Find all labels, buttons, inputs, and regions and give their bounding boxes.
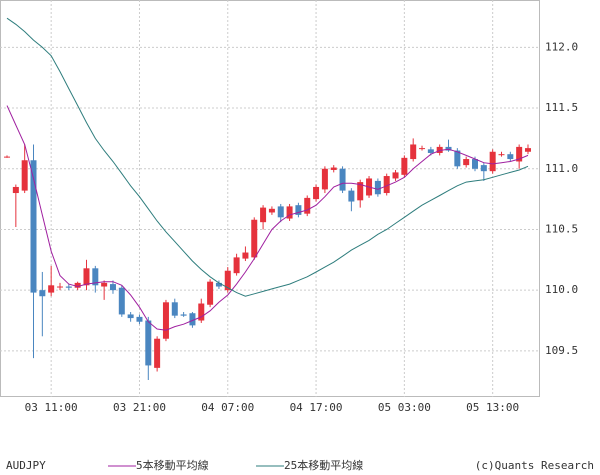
candle-body xyxy=(198,303,205,321)
candle-body xyxy=(524,148,531,152)
candle-body xyxy=(419,148,426,150)
ma-line xyxy=(6,17,529,297)
candle-body xyxy=(12,186,19,194)
candle-body xyxy=(242,252,249,259)
candle-body xyxy=(189,313,196,326)
candle-body xyxy=(127,314,134,319)
candle-body xyxy=(118,287,125,315)
candle-body xyxy=(286,206,293,219)
x-tick-label: 03 11:00 xyxy=(25,401,78,414)
candle-body xyxy=(277,206,284,218)
candle-body xyxy=(136,316,143,322)
candle-body xyxy=(207,281,214,305)
candle-body xyxy=(374,180,381,195)
candle-body xyxy=(48,285,55,293)
plot-frame xyxy=(0,0,540,397)
candle-body xyxy=(392,172,399,179)
candle-body xyxy=(65,286,72,288)
candle-body xyxy=(436,146,443,153)
candle-body xyxy=(39,290,46,297)
candle-body xyxy=(498,154,505,156)
candle-body xyxy=(507,154,514,160)
candle-body xyxy=(268,208,275,213)
candle-body xyxy=(224,270,231,291)
credit: (c)Quants Research xyxy=(475,459,594,472)
candle-body xyxy=(445,146,452,151)
candle-body xyxy=(109,284,116,291)
y-tick-label: 110.0 xyxy=(545,283,578,296)
candle-body xyxy=(410,144,417,160)
candle-body xyxy=(313,186,320,200)
y-tick-label: 111.0 xyxy=(545,162,578,175)
candle-body xyxy=(215,282,222,287)
candle-body xyxy=(260,207,267,223)
candle-body xyxy=(74,282,81,288)
legend-label: 5本移動平均線 xyxy=(136,458,209,472)
candle-body xyxy=(454,150,461,167)
legend-label: 25本移動平均線 xyxy=(284,458,363,472)
candle-body xyxy=(180,314,187,316)
candle-body xyxy=(4,156,11,158)
candle-body xyxy=(30,160,37,293)
candle-body xyxy=(489,151,496,172)
candle-body xyxy=(92,268,99,286)
candle-body xyxy=(516,146,523,162)
candle-body xyxy=(21,160,28,191)
candle-body xyxy=(401,157,408,175)
x-tick-label: 05 13:00 xyxy=(466,401,519,414)
candle-body xyxy=(383,176,390,194)
candle-body xyxy=(56,286,63,288)
candle-body xyxy=(427,149,434,153)
candle-body xyxy=(101,282,108,287)
x-tick-label: 04 17:00 xyxy=(290,401,343,414)
y-tick-label: 112.0 xyxy=(545,40,578,53)
candle-body xyxy=(171,302,178,316)
candle-body xyxy=(480,165,487,172)
candle-body xyxy=(295,205,302,215)
candle-body xyxy=(251,219,258,258)
candle-body xyxy=(339,168,346,191)
candle-body xyxy=(233,257,240,274)
candle-body xyxy=(348,190,355,202)
y-tick-label: 111.5 xyxy=(545,101,578,114)
candle-body xyxy=(162,302,169,339)
candle-body xyxy=(83,268,90,286)
y-tick-label: 109.5 xyxy=(545,344,578,357)
candle-body xyxy=(154,338,161,368)
candle-body xyxy=(357,182,364,201)
x-tick-label: 04 07:00 xyxy=(201,401,254,414)
candle-body xyxy=(321,168,328,190)
candle-body xyxy=(472,159,479,169)
x-tick-label: 03 21:00 xyxy=(113,401,166,414)
candle-body xyxy=(330,167,337,170)
symbol: AUDJPY xyxy=(6,459,46,472)
ma-line xyxy=(6,105,529,331)
candle-body xyxy=(304,197,311,214)
candle-body xyxy=(145,320,152,366)
x-tick-label: 05 03:00 xyxy=(378,401,431,414)
y-tick-label: 110.5 xyxy=(545,222,578,235)
candle-body xyxy=(463,159,470,166)
